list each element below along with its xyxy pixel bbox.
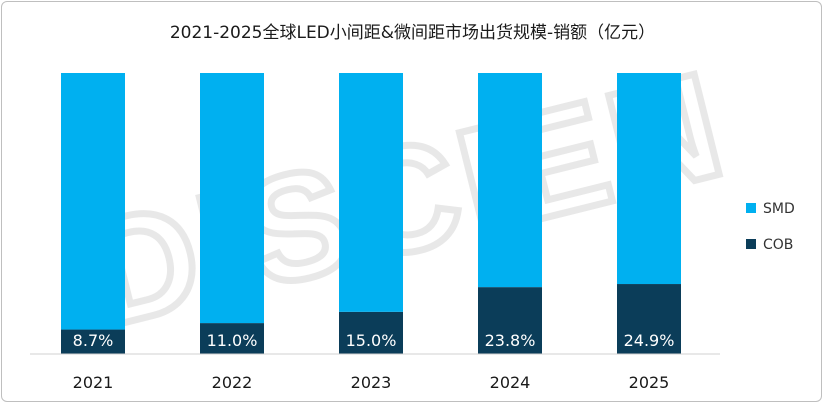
bar-smd-2022 (200, 73, 264, 324)
chart-title: 2021-2025全球LED小间距&微间距市场出货规模-销额（亿元） (169, 23, 656, 43)
bar-smd-2023 (339, 73, 403, 312)
x-tick-label-2022: 2022 (212, 373, 253, 392)
data-label-2022: 11.0% (207, 331, 258, 350)
data-label-2025: 24.9% (624, 331, 675, 350)
bar-smd-2021 (61, 73, 125, 330)
bar-cob-2021 (61, 329, 125, 354)
legend-swatch-cob (746, 239, 756, 249)
legend-label-cob: COB (763, 237, 793, 253)
x-tick-label-2023: 2023 (351, 373, 392, 392)
x-tick-label-2024: 2024 (490, 373, 531, 392)
bar-smd-2024 (478, 73, 542, 288)
bar-cob-2024 (478, 287, 542, 354)
x-tick-label-2025: 2025 (629, 373, 670, 392)
bar-cob-2025 (617, 284, 681, 354)
legend-label-smd: SMD (763, 201, 795, 217)
data-label-2024: 23.8% (485, 331, 536, 350)
data-label-2021: 8.7% (73, 331, 114, 350)
data-label-2023: 15.0% (346, 331, 397, 350)
bar-smd-2025 (617, 73, 681, 285)
legend-swatch-smd (746, 203, 756, 213)
x-tick-label-2021: 2021 (73, 373, 114, 392)
bar-cob-2023 (339, 311, 403, 354)
bar-cob-2022 (200, 323, 264, 354)
